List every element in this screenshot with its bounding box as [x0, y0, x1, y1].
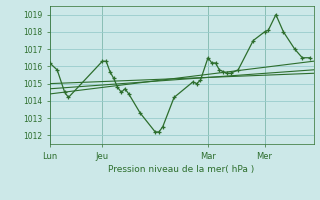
X-axis label: Pression niveau de la mer( hPa ): Pression niveau de la mer( hPa ) [108, 165, 255, 174]
